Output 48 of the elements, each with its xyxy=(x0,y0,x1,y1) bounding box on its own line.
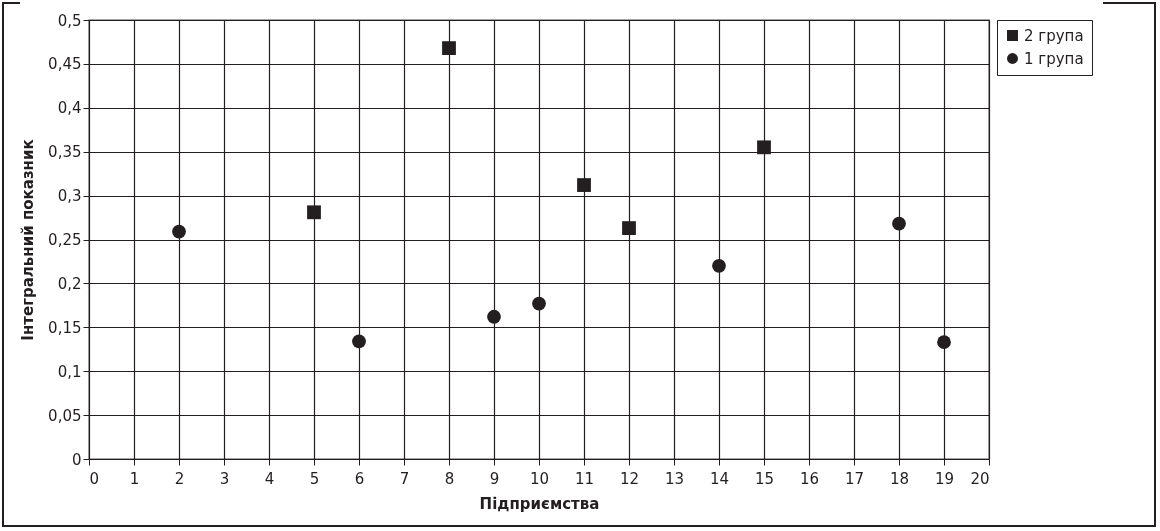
x-tick-label: 4 xyxy=(264,469,275,488)
x-tick-label: 7 xyxy=(399,469,410,488)
point xyxy=(487,309,501,324)
y-tick-label: 0,1 xyxy=(57,362,82,381)
point xyxy=(757,140,771,155)
x-tick-label: 17 xyxy=(844,469,865,488)
y-tick-label: 0,2 xyxy=(57,274,82,293)
x-axis-title: Підприємства xyxy=(479,494,600,513)
x-tick-label: 6 xyxy=(354,469,365,488)
x-tick-label: 1 xyxy=(129,469,140,488)
y-tick-label: 0,4 xyxy=(57,99,82,118)
x-tick-label: 0 xyxy=(89,469,100,488)
x-tick-label: 12 xyxy=(619,469,640,488)
x-tick-label: 11 xyxy=(574,469,595,488)
x-tick-label: 16 xyxy=(799,469,820,488)
x-tick-label: 3 xyxy=(219,469,230,488)
point xyxy=(937,335,951,350)
y-tick-label: 0,25 xyxy=(48,231,82,249)
y-tick-label: 0,45 xyxy=(48,55,82,74)
y-tick-label: 0,05 xyxy=(48,406,82,425)
x-tick-label: 18 xyxy=(889,469,910,488)
point xyxy=(622,221,636,235)
legend-label: 2 група xyxy=(1024,26,1084,45)
point xyxy=(892,216,906,231)
y-tick-label: 0,15 xyxy=(48,318,82,337)
y-axis-title: Інтегральний показник xyxy=(19,139,38,341)
x-tick-label: 19 xyxy=(934,469,955,488)
y-tick-label: 0,3 xyxy=(57,187,82,206)
x-tick-label: 9 xyxy=(489,469,500,488)
point xyxy=(172,224,186,239)
x-tick-label: 13 xyxy=(664,469,685,488)
x-tick-label: 14 xyxy=(709,469,730,488)
y-tick-label: 0,5 xyxy=(57,11,82,30)
point xyxy=(532,296,546,311)
point xyxy=(442,41,456,55)
y-tick-label: 0,35 xyxy=(48,143,82,162)
point xyxy=(352,334,366,349)
y-tick-label: 0 xyxy=(71,450,82,469)
x-tick-label: 10 xyxy=(529,469,550,488)
point xyxy=(712,258,726,273)
x-tick-label: 2 xyxy=(174,469,185,488)
x-tick-label: 5 xyxy=(309,469,320,488)
x-tick-label: 15 xyxy=(754,469,775,488)
legend-label: 1 група xyxy=(1024,49,1084,68)
point xyxy=(307,205,321,220)
x-tick-label: 8 xyxy=(444,469,455,488)
point xyxy=(577,178,591,192)
x-tick-label: 20 xyxy=(970,469,990,488)
